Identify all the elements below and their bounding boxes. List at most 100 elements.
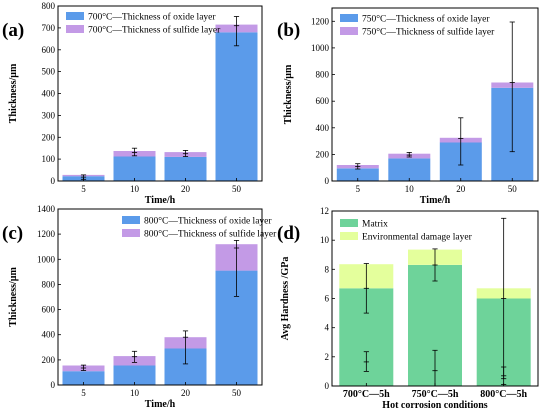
y-tick-label: 600 [316, 96, 330, 106]
bar-lower-1 [62, 371, 105, 385]
panel-1: 0 100 200 300 400 500 600 700 800 5 10 20 50 Time/h Th… [2, 1, 263, 206]
y-tick-label: 400 [42, 89, 56, 99]
x-tick-label: 5 [81, 388, 86, 398]
legend-swatch-1 [340, 14, 358, 22]
x-tick-label: 10 [130, 388, 140, 398]
x-axis-label: Hot corrosion conditions [382, 400, 487, 411]
panel-label: (a) [2, 20, 24, 41]
legend-label-2: 700°C—Thickness of sulfide layer [88, 25, 221, 36]
plot-frame [331, 7, 539, 182]
y-tick-label: 0 [325, 381, 330, 391]
y-axis-label: Thickness/μm [8, 63, 19, 123]
legend-swatch-2 [66, 25, 84, 33]
x-tick-label: 10 [405, 184, 415, 194]
x-tick-label: 5 [81, 184, 86, 194]
panel-label: (d) [277, 223, 300, 244]
y-tick-label: 300 [42, 110, 56, 120]
x-tick-label: 20 [181, 184, 191, 194]
legend-label-1: 700°C—Thickness of oxide layer [88, 12, 216, 23]
error-bar-4 [509, 21, 515, 153]
x-axis-label: Time/h [420, 195, 451, 206]
x-tick-label: 5 [356, 184, 361, 194]
panel-2: 0 200 400 600 800 1000 1200 5 10 20 50 Time/h Thickn… [277, 7, 539, 206]
y-tick-label: 2 [325, 352, 330, 362]
legend-swatch-2 [340, 27, 358, 35]
legend-label-1: 750°C—Thickness of oxide layer [362, 14, 490, 25]
x-tick-label: 20 [181, 388, 191, 398]
bar-lower-3 [164, 156, 207, 181]
x-axis-label: Time/h [145, 399, 176, 410]
error-bar-s2-1 [363, 351, 369, 372]
y-tick-label: 600 [42, 305, 56, 315]
error-bar-3 [182, 149, 189, 157]
y-tick-label: 0 [325, 176, 330, 186]
x-tick-label: 50 [232, 388, 242, 398]
y-tick-label: 1200 [37, 229, 56, 239]
error-bar-3 [458, 117, 464, 166]
bar-lower-2 [113, 156, 156, 181]
bar-lower-2 [388, 158, 431, 181]
legend-label-2: Environmental damage layer [362, 233, 473, 243]
x-axis-label: Time/h [145, 195, 176, 206]
legend-swatch-2 [122, 229, 140, 237]
y-tick-label: 1000 [37, 254, 56, 264]
y-tick-label: 400 [316, 123, 330, 133]
error-bar-s1-2 [432, 248, 438, 282]
error-bar-2 [131, 147, 138, 157]
plot-frame [57, 208, 263, 386]
y-tick-label: 800 [42, 1, 56, 11]
legend-swatch-1 [122, 216, 140, 224]
y-tick-label: 4 [325, 323, 330, 333]
y-tick-label: 0 [51, 176, 56, 186]
y-axis-label: Thickness/μm [283, 64, 294, 124]
error-bar-4 [233, 239, 240, 297]
x-tick-label: 700°C—5h [343, 389, 390, 400]
y-tick-label: 800 [42, 279, 56, 289]
bar-lower-4 [215, 32, 258, 182]
y-tick-label: 400 [42, 330, 56, 340]
x-tick-label: 20 [456, 184, 466, 194]
panel-label: (c) [2, 223, 23, 244]
legend-swatch-1 [340, 219, 358, 227]
y-tick-label: 1000 [311, 43, 330, 53]
y-tick-label: 12 [320, 206, 329, 216]
y-axis-label: Avg Hardness /GPa [280, 257, 291, 341]
y-tick-label: 1200 [311, 16, 330, 26]
error-bar-s1-3 [501, 217, 507, 380]
y-tick-label: 200 [42, 355, 56, 365]
y-tick-label: 1400 [37, 204, 56, 214]
error-bar-1 [80, 364, 87, 371]
error-bar-3 [182, 330, 189, 365]
y-tick-label: 0 [51, 380, 56, 390]
legend-label-2: 800°C—Thickness of sulfide layer [144, 229, 277, 240]
x-tick-label: 10 [130, 184, 140, 194]
error-bar-2 [131, 350, 138, 363]
legend-label-2: 750°C—Thickness of sulfide layer [362, 27, 495, 38]
y-axis-label: Thickness/μm [8, 267, 19, 327]
y-tick-label: 10 [320, 235, 330, 245]
y-tick-label: 600 [42, 45, 56, 55]
error-bar-s1-1 [363, 263, 369, 314]
panel-label: (b) [277, 20, 300, 41]
error-bar-4 [233, 16, 240, 47]
y-tick-label: 200 [316, 149, 330, 159]
y-tick-label: 700 [42, 23, 56, 33]
x-tick-label: 750°C—5h [412, 389, 459, 400]
y-tick-label: 800 [316, 70, 330, 80]
error-bar-s2-3 [501, 366, 507, 385]
bar-lower-2 [113, 365, 156, 385]
x-tick-label: 50 [508, 184, 518, 194]
y-tick-label: 200 [42, 132, 56, 142]
error-bar-1 [355, 163, 361, 170]
legend-swatch-2 [340, 232, 358, 240]
legend-label-1: Matrix [362, 220, 388, 230]
y-tick-label: 8 [325, 264, 330, 274]
error-bar-2 [406, 151, 412, 158]
bar-lower-1 [336, 168, 379, 181]
y-tick-label: 6 [325, 294, 330, 304]
legend-swatch-1 [66, 12, 84, 20]
x-tick-label: 800°C—5h [480, 389, 527, 400]
y-tick-label: 500 [42, 67, 56, 77]
